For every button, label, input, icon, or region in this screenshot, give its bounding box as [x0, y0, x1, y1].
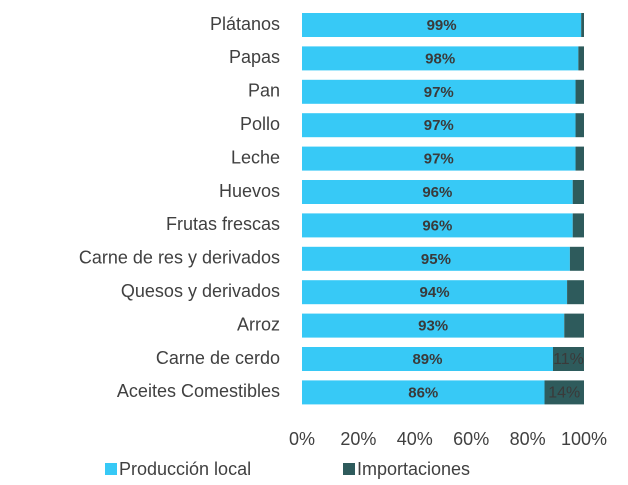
x-tick-label: 80%: [510, 429, 546, 449]
bar-segment: [575, 79, 584, 104]
y-tick-label: Pan: [248, 81, 280, 101]
bar-segment: [581, 13, 584, 37]
bar-segment: [575, 146, 584, 171]
bar-segment: [302, 280, 568, 305]
bar-segment: [302, 246, 570, 271]
x-tick-label: 40%: [397, 429, 433, 449]
x-tick-label: 60%: [453, 429, 489, 449]
bar-segment: [302, 13, 582, 37]
bar-segment: [564, 313, 584, 338]
bar-segment: [302, 146, 576, 171]
y-tick-label: Frutas frescas: [166, 214, 280, 234]
bar-segment: [302, 79, 576, 104]
x-tick-label: 20%: [340, 429, 376, 449]
bar-segment: [569, 246, 584, 271]
value-label: 95%: [421, 251, 451, 268]
value-label: 97%: [424, 151, 454, 168]
y-tick-label: Carne de res y derivados: [79, 248, 280, 268]
bar-segment: [302, 46, 579, 71]
y-tick-label: Quesos y derivados: [121, 281, 280, 301]
bar-segment: [302, 213, 573, 238]
value-label: 96%: [422, 184, 452, 201]
value-label: 96%: [422, 217, 452, 234]
y-tick-label: Leche: [231, 147, 280, 167]
bar-segment: [544, 380, 584, 405]
bar-segment: [302, 380, 545, 405]
bar-segment: [567, 280, 584, 305]
bar-segment: [302, 180, 573, 204]
legend-label: Producción local: [119, 459, 251, 479]
y-tick-label: Aceites Comestibles: [117, 381, 280, 401]
value-label: 99%: [427, 17, 457, 34]
legend-label: Importaciones: [357, 459, 470, 479]
bar-segment: [302, 313, 565, 338]
value-label: 93%: [418, 318, 448, 335]
x-tick-label: 100%: [561, 429, 607, 449]
value-label: 97%: [424, 117, 454, 134]
bar-segment: [302, 113, 576, 138]
bar-segment: [302, 347, 553, 371]
y-tick-label: Carne de cerdo: [156, 348, 280, 368]
bar-segment: [572, 180, 584, 204]
value-label: 89%: [412, 351, 442, 368]
y-tick-label: Huevos: [219, 181, 280, 201]
x-tick-label: 0%: [289, 429, 315, 449]
bar-segment: [552, 347, 584, 371]
value-label: 94%: [420, 284, 450, 301]
value-label: 98%: [425, 50, 455, 67]
y-tick-label: Papas: [229, 47, 280, 67]
y-tick-label: Arroz: [237, 314, 280, 334]
y-tick-label: Pollo: [240, 114, 280, 134]
bar-segment: [575, 113, 584, 138]
value-label: 14%: [548, 385, 580, 402]
bar-segment: [572, 213, 584, 238]
value-label: 97%: [424, 84, 454, 101]
legend-swatch: [105, 463, 117, 475]
value-label: 11%: [553, 351, 584, 368]
y-tick-label: Plátanos: [210, 14, 280, 34]
legend-swatch: [343, 463, 355, 475]
value-label: 86%: [408, 384, 438, 401]
bar-segment: [578, 46, 584, 71]
